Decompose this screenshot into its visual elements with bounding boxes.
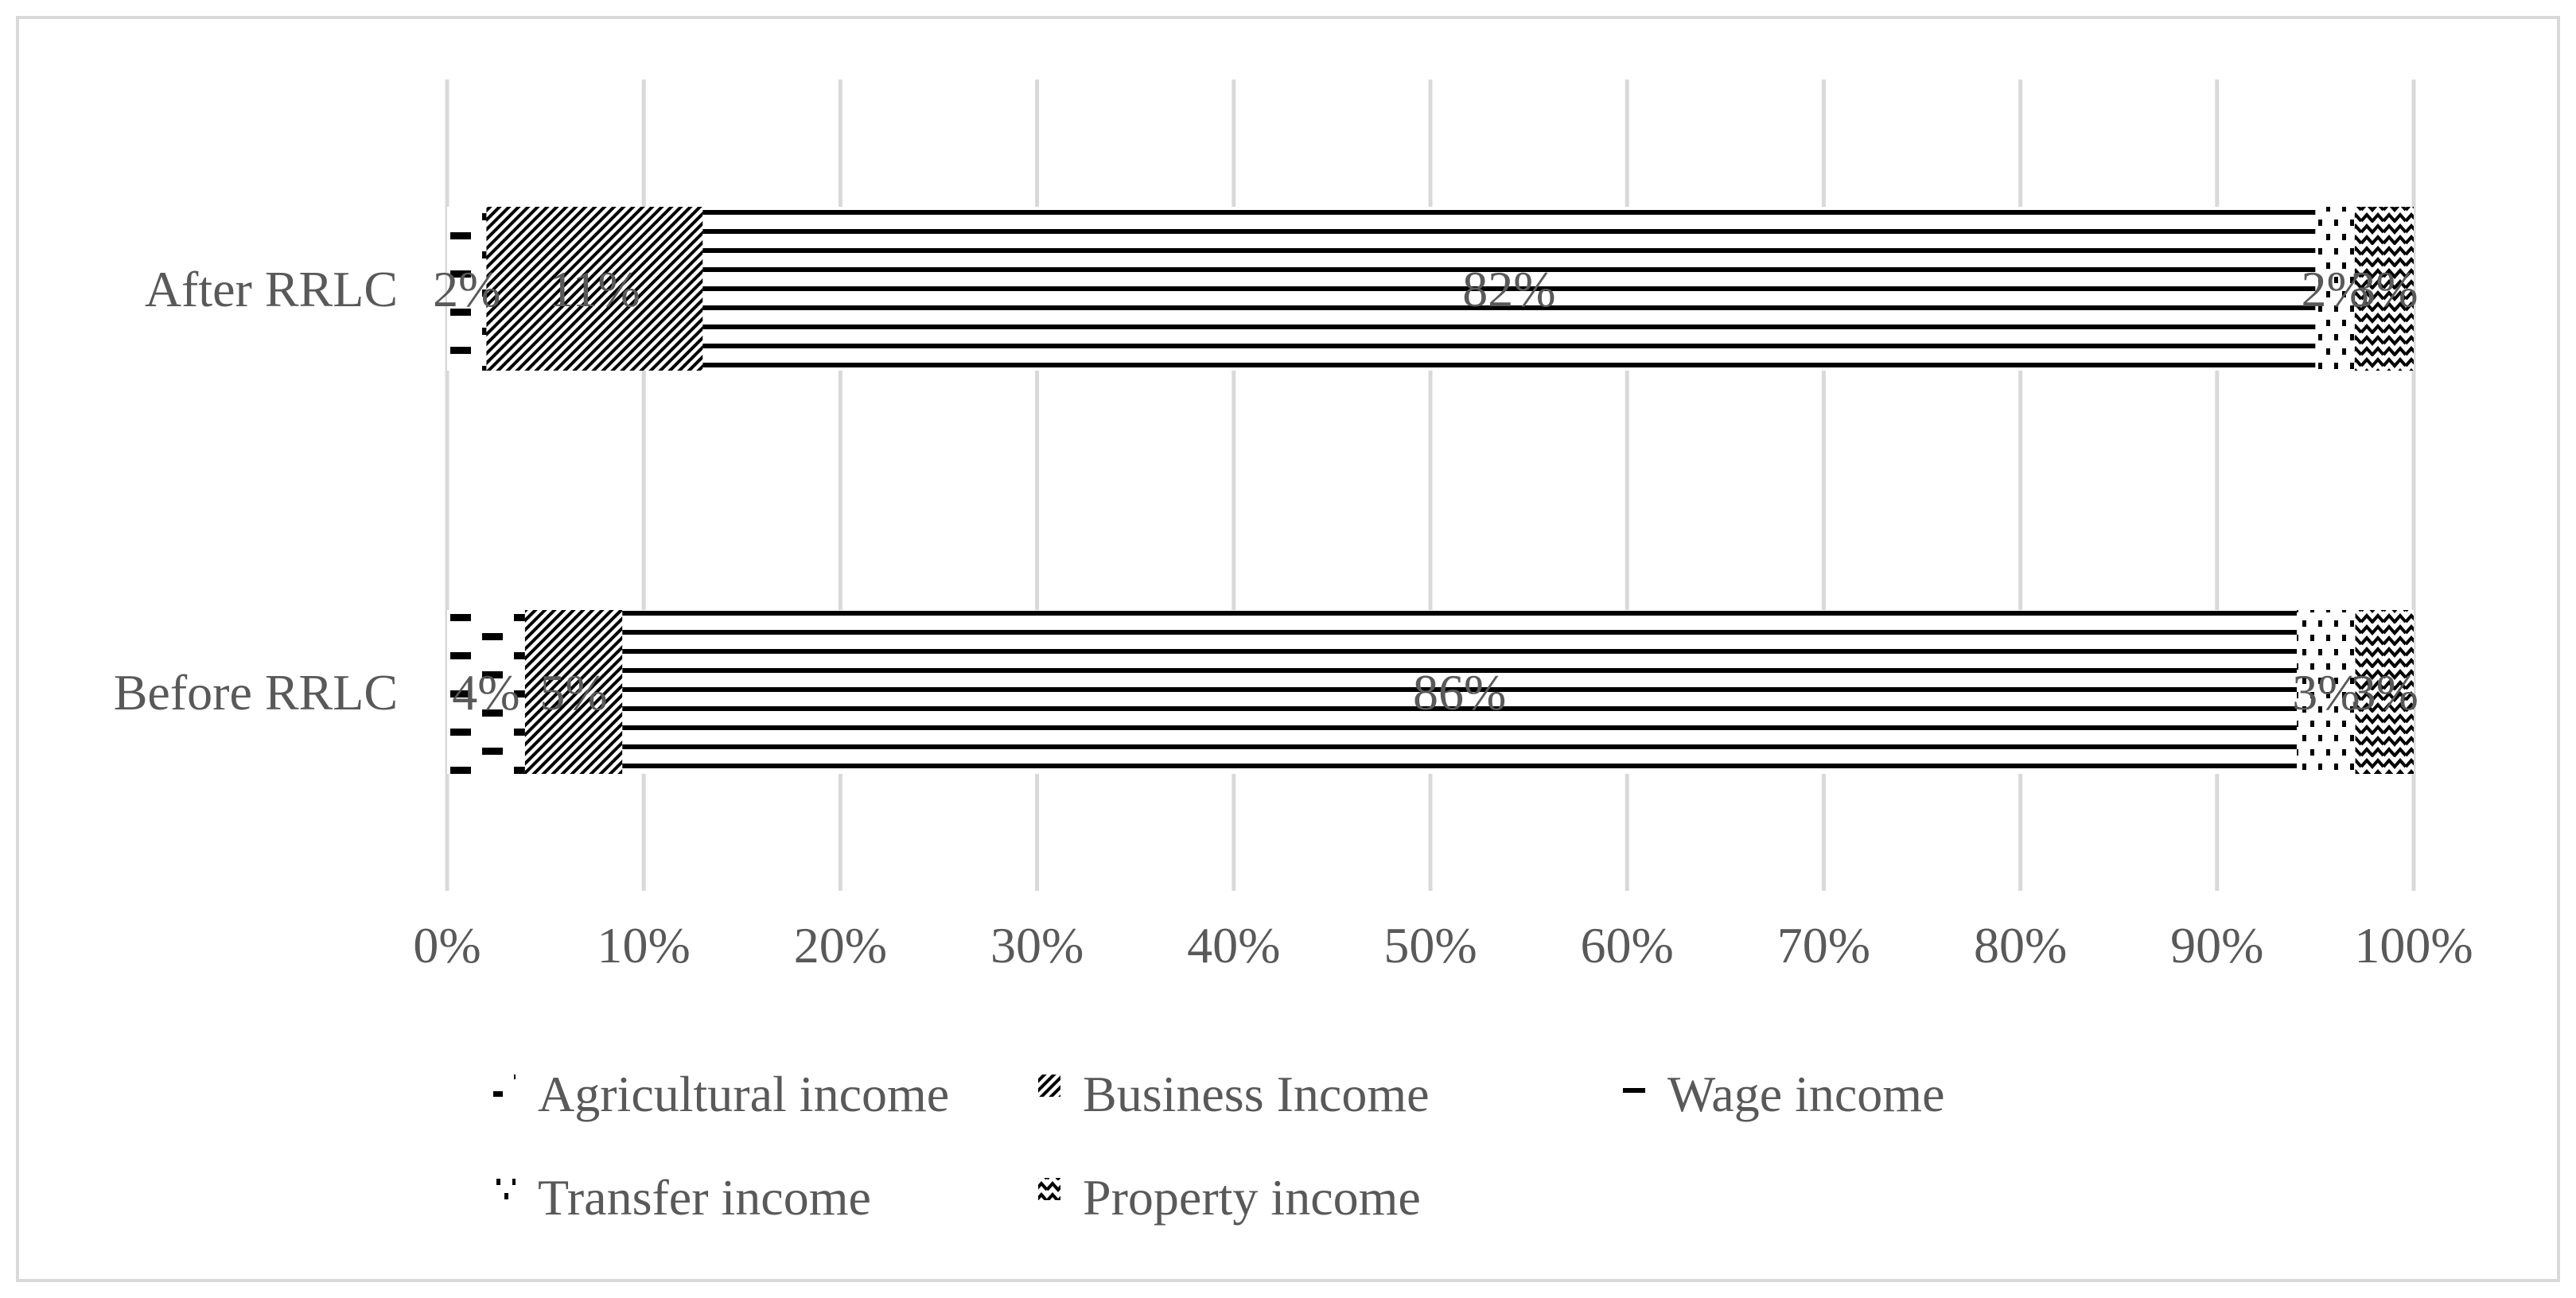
data-label-0-0: 2% <box>433 261 500 317</box>
bar-1-2 <box>622 610 2298 774</box>
bar-1-3 <box>2297 610 2356 774</box>
bar-1-1 <box>524 610 623 774</box>
x-tick-label-80: 80% <box>1974 917 2067 973</box>
x-tick-label-100: 100% <box>2354 917 2473 973</box>
data-label-0-4: 3% <box>2350 261 2418 317</box>
data-label-1-4: 3% <box>2351 664 2418 721</box>
bar-0-4 <box>2354 207 2414 371</box>
legend-label-3: Transfer income <box>538 1169 871 1226</box>
data-label-0-3: 2% <box>2301 261 2368 317</box>
x-axis-tick-labels: 0% 10% 20% 30% 40% 50% 60% 70% 80% 90% 100% <box>413 917 2473 973</box>
data-label-1-0: 4% <box>452 664 519 721</box>
legend-swatch-2 <box>1623 1075 1645 1097</box>
data-label-0-1: 11% <box>549 261 640 317</box>
legend-label-0: Agricultural income <box>538 1066 949 1122</box>
x-tick-label-90: 90% <box>2170 917 2263 973</box>
x-tick-label-70: 70% <box>1777 917 1870 973</box>
bar-0-2 <box>702 207 2316 371</box>
category-label-0: After RRLC <box>145 261 398 317</box>
legend-label-4: Property income <box>1083 1169 1421 1226</box>
x-tick-label-10: 10% <box>597 917 691 973</box>
x-tick-label-40: 40% <box>1187 917 1280 973</box>
data-label-1-3: 3% <box>2292 664 2360 721</box>
legend: Agricultural income Business Income Wage i… <box>493 1066 1944 1226</box>
legend-swatch-0 <box>493 1075 516 1097</box>
category-labels: After RRLC Before RRLC <box>114 261 398 721</box>
x-tick-label-0: 0% <box>413 917 481 973</box>
legend-swatch-4 <box>1038 1178 1060 1200</box>
bar-1-4 <box>2355 610 2414 774</box>
x-tick-label-60: 60% <box>1581 917 1674 973</box>
bar-0-1 <box>486 207 703 371</box>
bars <box>447 207 2414 774</box>
data-labels: 2% 11% 82% 2%3%4% 5% 86% 3%3% <box>433 261 2418 721</box>
bar-0-3 <box>2315 207 2355 371</box>
bar-0-0 <box>447 207 487 371</box>
data-label-1-2: 86% <box>1413 664 1506 721</box>
data-label-1-1: 5% <box>539 664 607 721</box>
legend-swatch-3 <box>493 1178 516 1200</box>
bar-1-0 <box>447 610 525 774</box>
legend-label-2: Wage income <box>1667 1066 1944 1122</box>
data-label-0-2: 82% <box>1462 261 1555 317</box>
category-label-1: Before RRLC <box>114 664 398 721</box>
x-tick-label-50: 50% <box>1383 917 1477 973</box>
x-tick-label-20: 20% <box>794 917 887 973</box>
legend-label-1: Business Income <box>1083 1066 1430 1122</box>
x-tick-label-30: 30% <box>990 917 1084 973</box>
legend-swatch-1 <box>1038 1075 1060 1097</box>
